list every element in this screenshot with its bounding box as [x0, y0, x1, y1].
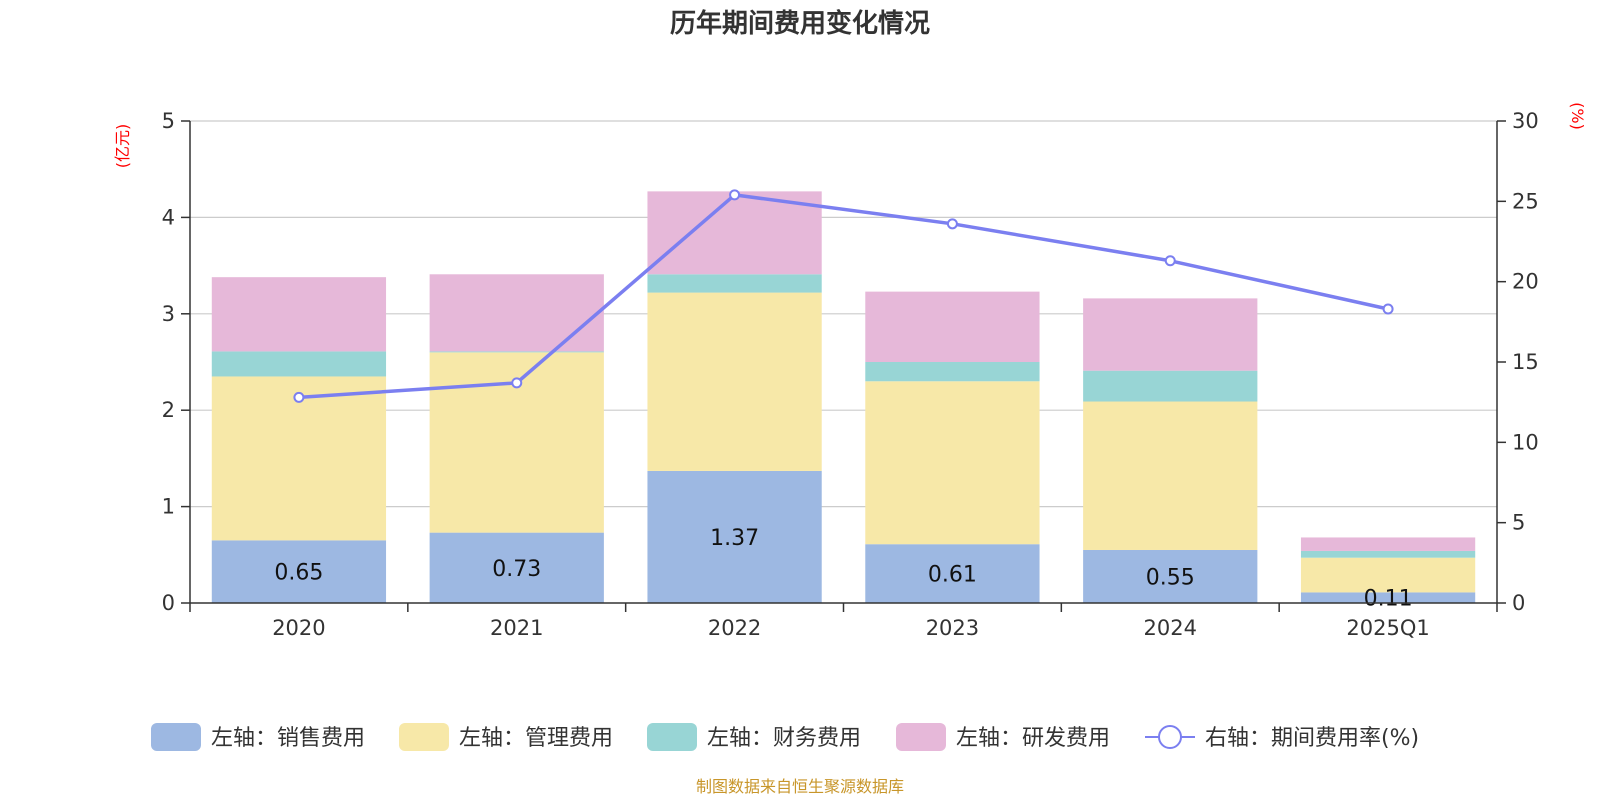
x-axis: 2020 2021 2022 2023 2024 2025Q1	[189, 602, 1498, 640]
bar-4	[429, 274, 604, 352]
left-axis-tick-label: 5	[162, 109, 175, 133]
bar-3	[1300, 550, 1476, 558]
bar-3	[865, 362, 1040, 382]
line-point	[729, 189, 741, 201]
bar-2	[211, 376, 387, 541]
left-axis-tick-label: 2	[162, 398, 175, 422]
x-axis-tick-label: 2023	[926, 616, 979, 640]
left-axis-tick-label: 4	[162, 205, 175, 229]
right-axis-tick-label: 15	[1512, 350, 1539, 374]
bar-1	[865, 544, 1040, 603]
bar-4	[865, 291, 1040, 362]
bar-3	[1083, 370, 1258, 402]
x-axis-tick-label: 2025Q1	[1346, 616, 1429, 640]
bar-2	[647, 292, 822, 471]
bar-1	[647, 470, 822, 603]
bar-1	[1300, 592, 1476, 603]
left-axis-tick-label: 1	[162, 495, 175, 519]
bar-data-label: 0.65	[274, 561, 323, 586]
legend-swatch	[151, 723, 201, 751]
legend-label: 左轴：研发费用	[956, 726, 1110, 751]
bar-data-label: 0.55	[1146, 565, 1195, 590]
legend-label: 左轴：销售费用	[211, 726, 365, 751]
bar-data-labels: 0.65 0.73 1.37 0.61 0.55 0.11	[274, 526, 1412, 612]
right-axis-unit: (%)	[1568, 102, 1587, 130]
right-axis: 0 5 10 15 20 25 30	[1496, 109, 1539, 615]
bar-3	[647, 274, 822, 293]
legend-swatch	[647, 723, 697, 751]
line-point	[1382, 303, 1394, 315]
bar-4	[1300, 537, 1476, 551]
x-axis-tick-label: 2022	[708, 616, 761, 640]
right-axis-tick-label: 10	[1512, 430, 1539, 454]
bar-2	[865, 381, 1040, 545]
right-axis-tick-label: 5	[1512, 511, 1525, 535]
bar-data-label: 0.73	[492, 557, 541, 582]
right-axis-tick-label: 20	[1512, 270, 1539, 294]
left-axis-tick-label: 0	[162, 591, 175, 615]
line-point	[946, 218, 958, 230]
x-axis-tick-label: 2024	[1144, 616, 1197, 640]
left-axis: 0 1 2 3 4 5	[162, 109, 191, 615]
legend-label: 右轴：期间费用率(%)	[1205, 726, 1419, 751]
x-axis-tick-label: 2021	[490, 616, 543, 640]
legend-swatch	[399, 723, 449, 751]
bar-4	[647, 191, 822, 275]
line-point	[511, 377, 523, 389]
bar-3	[429, 351, 604, 353]
x-axis-tick-label: 2020	[272, 616, 325, 640]
legend-line-marker	[1158, 725, 1182, 749]
line-point	[293, 391, 305, 403]
chart-title: 历年期间费用变化情况	[670, 8, 930, 39]
right-axis-tick-label: 25	[1512, 189, 1539, 213]
line-point	[1164, 255, 1176, 267]
right-axis-tick-label: 0	[1512, 591, 1525, 615]
bar-1	[211, 540, 387, 603]
bar-data-label: 0.11	[1364, 587, 1413, 612]
bar-3	[211, 351, 387, 377]
bar-data-label: 0.61	[928, 563, 977, 588]
bar-4	[1083, 298, 1258, 371]
line-path	[298, 193, 1389, 400]
left-axis-tick-label: 3	[162, 302, 175, 326]
bar-2	[1300, 557, 1476, 593]
bar-series	[211, 191, 1476, 603]
left-axis-unit: (亿元)	[113, 124, 132, 169]
bar-2	[1083, 401, 1258, 550]
legend-label: 左轴：管理费用	[459, 726, 613, 751]
bar-data-label: 1.37	[710, 526, 759, 551]
legend: 左轴：销售费用 左轴：管理费用 左轴：财务费用 左轴：研发费用 右轴：期间费用率(%)	[151, 723, 1419, 751]
source-note: 制图数据来自恒生聚源数据库	[696, 777, 904, 796]
line-series	[293, 189, 1394, 403]
bar-1	[1083, 549, 1258, 603]
right-axis-tick-label: 30	[1512, 109, 1539, 133]
legend-label: 左轴：财务费用	[707, 726, 861, 751]
legend-swatch	[896, 723, 946, 751]
gridlines	[190, 120, 1497, 508]
bar-4	[211, 277, 387, 352]
bar-1	[429, 532, 604, 603]
